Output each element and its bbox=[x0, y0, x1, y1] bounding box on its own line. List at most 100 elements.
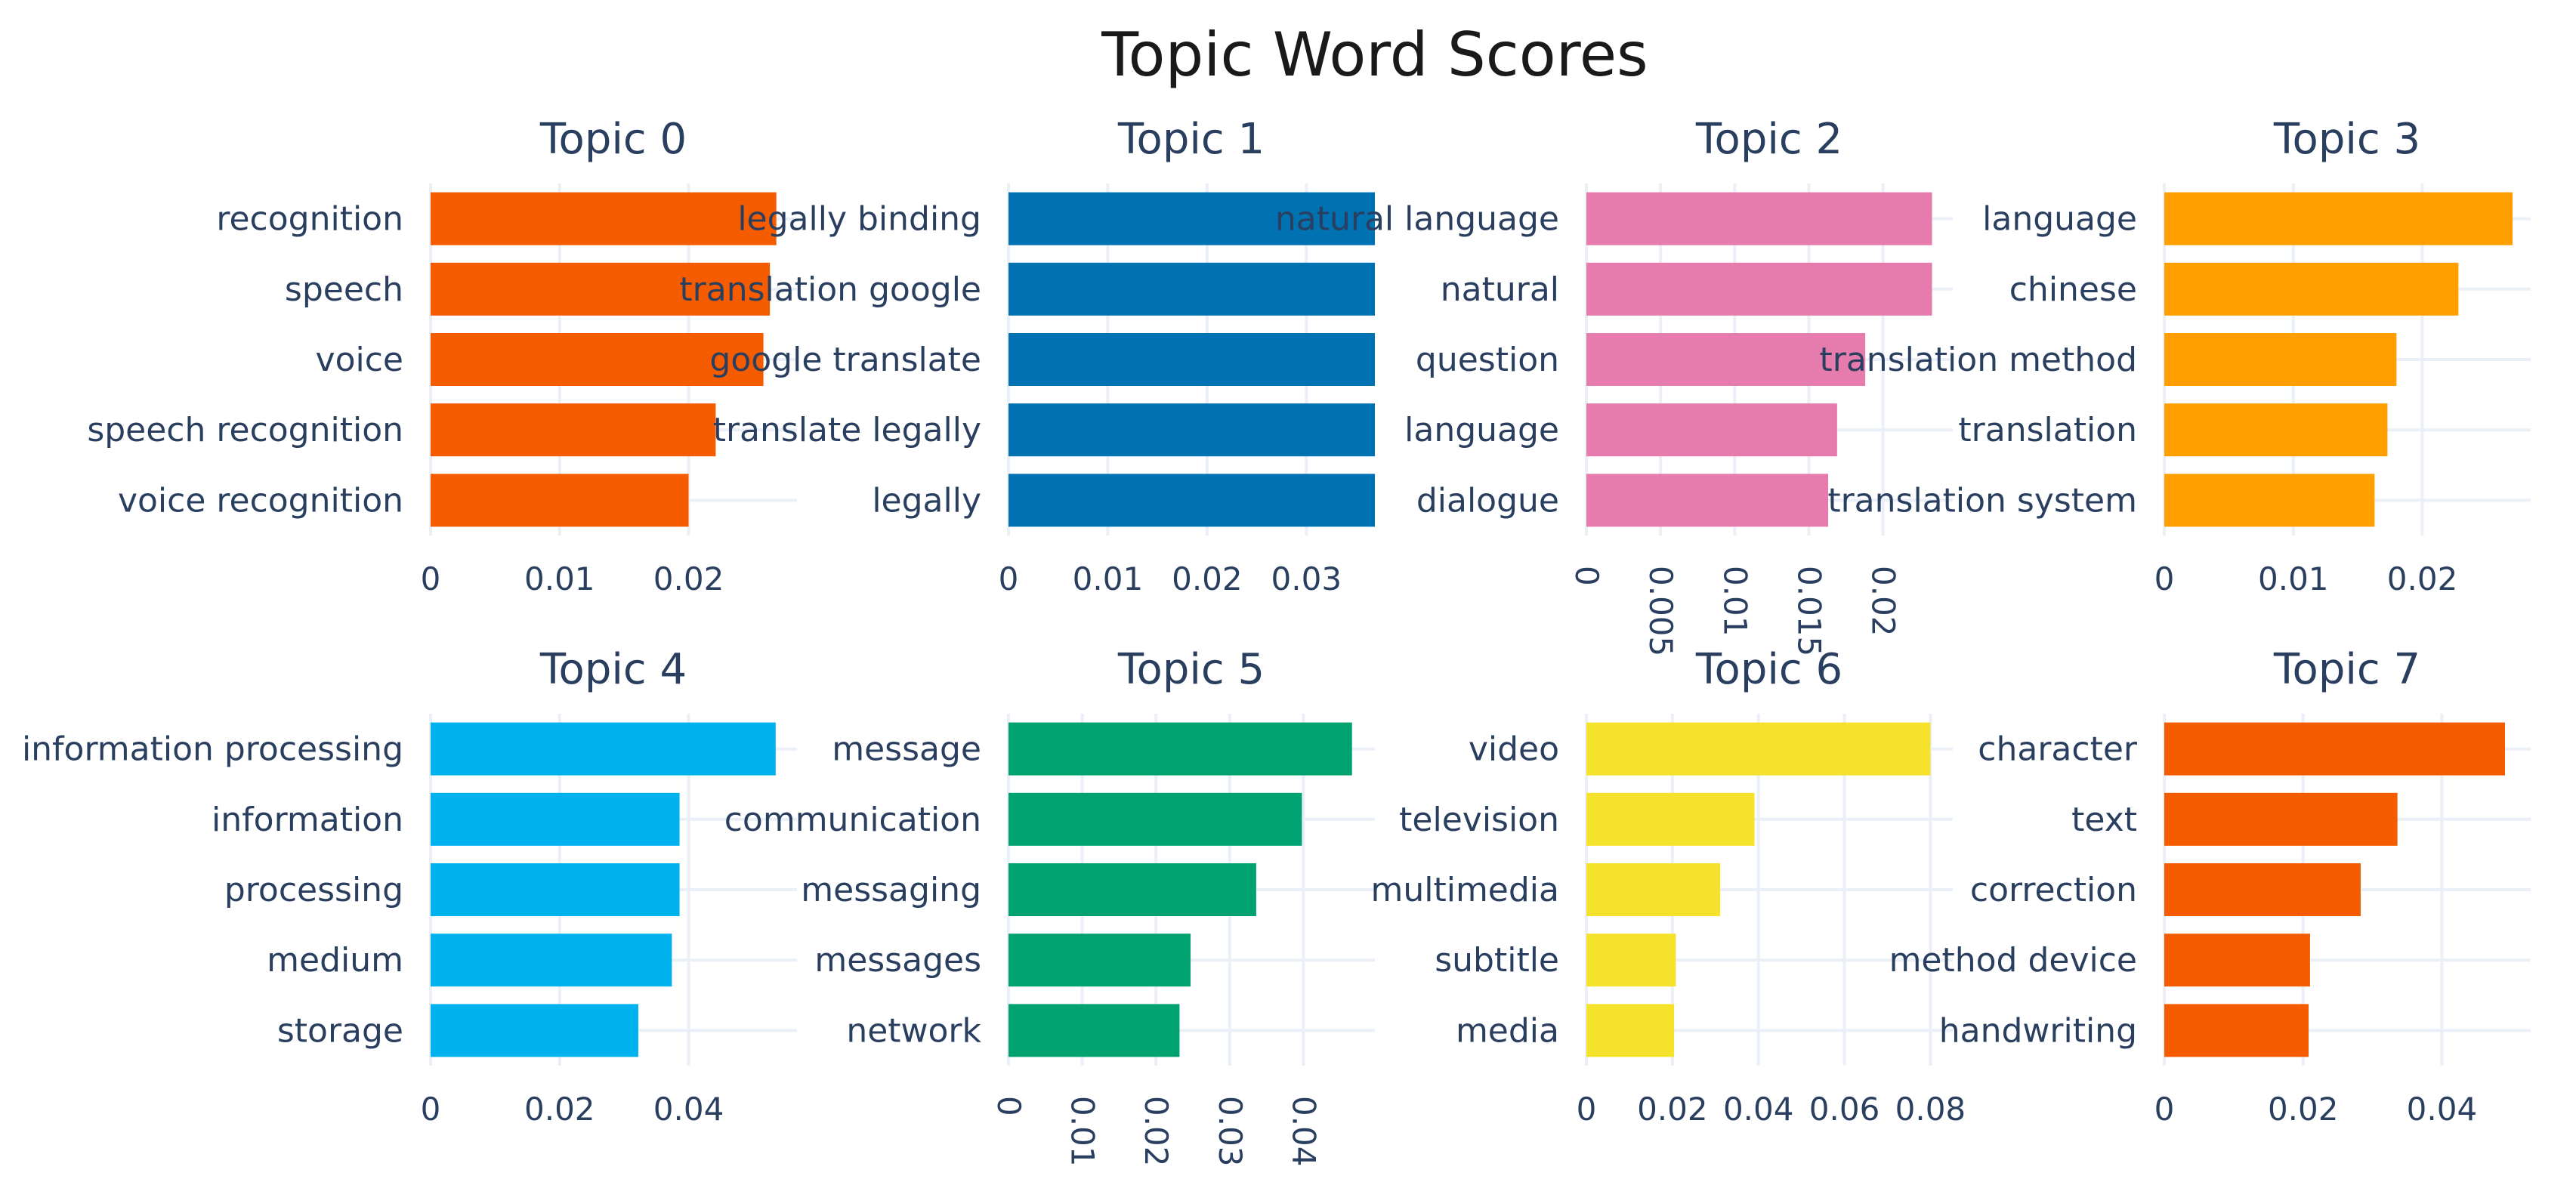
tick-label: 0 bbox=[990, 1096, 1027, 1116]
tick-label: 0.03 bbox=[1212, 1096, 1249, 1167]
bar-subtitle bbox=[1586, 934, 1676, 987]
bar-voice bbox=[431, 333, 764, 386]
bar-dialogue bbox=[1586, 474, 1829, 527]
tick-label: 0 bbox=[1577, 1091, 1597, 1128]
category-label: speech bbox=[285, 270, 403, 309]
category-label: recognition bbox=[216, 200, 403, 239]
bar-speech-recognition bbox=[431, 403, 716, 457]
bar-legally bbox=[1008, 474, 1375, 527]
tick-label: 0.01 bbox=[1716, 566, 1753, 637]
category-label: processing bbox=[224, 871, 403, 909]
subplot-topic-3: Topic 3 language chinese translation method… bbox=[1820, 115, 2531, 597]
category-label: network bbox=[846, 1011, 981, 1050]
bar-voice-recognition bbox=[431, 474, 689, 527]
bar-language bbox=[1586, 403, 1837, 457]
bar-information-processing bbox=[431, 722, 776, 776]
subplot-title: Topic 4 bbox=[539, 645, 687, 694]
bar-network bbox=[1008, 1004, 1180, 1057]
category-label: multimedia bbox=[1371, 871, 1560, 909]
tick-label: 0.03 bbox=[1271, 560, 1342, 597]
tick-label: 0.02 bbox=[1138, 1096, 1175, 1167]
subplot-topic-4: Topic 4 information processing information… bbox=[22, 645, 797, 1128]
subplot-topic-1: Topic 1 legally binding translation google… bbox=[679, 115, 1375, 597]
category-label: information processing bbox=[22, 730, 403, 769]
bar-medium bbox=[431, 934, 672, 987]
bar-message bbox=[1008, 722, 1352, 776]
bar-information bbox=[431, 792, 680, 846]
tick-label: 0.02 bbox=[2268, 1091, 2339, 1128]
bar-method-device bbox=[2164, 934, 2310, 987]
tick-label: 0.08 bbox=[1895, 1091, 1966, 1128]
category-label: language bbox=[1404, 411, 1559, 449]
category-label: information bbox=[212, 801, 403, 839]
category-label: character bbox=[1978, 730, 2138, 769]
subplot-topic-7: Topic 7 character text correction method dev… bbox=[1889, 645, 2531, 1128]
category-label: google translate bbox=[709, 341, 981, 379]
category-label: medium bbox=[267, 941, 403, 980]
bar-messaging bbox=[1008, 863, 1256, 916]
category-label: translation bbox=[1958, 411, 2137, 449]
subplot-title: Topic 6 bbox=[1695, 645, 1842, 694]
tick-label: 0.02 bbox=[1865, 566, 1902, 637]
subplot-topic-6: Topic 6 video television multimedia subtitle… bbox=[1371, 645, 1966, 1128]
tick-label: 0.01 bbox=[524, 560, 595, 597]
category-label: method device bbox=[1889, 941, 2137, 980]
bar-communication bbox=[1008, 792, 1302, 846]
subplot-topic-5: Topic 5 message communication messaging mess… bbox=[724, 645, 1375, 1167]
bar-translation bbox=[2164, 403, 2388, 457]
bar-correction bbox=[2164, 863, 2361, 916]
tick-label: 0.04 bbox=[2407, 1091, 2478, 1128]
bar-natural bbox=[1586, 262, 1932, 316]
bar-media bbox=[1586, 1004, 1675, 1057]
category-label: correction bbox=[1970, 871, 2137, 909]
bar-chinese bbox=[2164, 262, 2459, 316]
category-label: handwriting bbox=[1939, 1011, 2137, 1050]
tick-label: 0.02 bbox=[1637, 1091, 1708, 1128]
bar-multimedia bbox=[1586, 863, 1721, 916]
category-label: communication bbox=[724, 801, 981, 839]
subplot-title: Topic 3 bbox=[2273, 115, 2420, 164]
bar-translate-legally bbox=[1008, 403, 1375, 457]
subplot-topic-0: Topic 0 recognition speech voice speech reco… bbox=[87, 115, 797, 597]
category-label: translation google bbox=[679, 270, 981, 309]
category-label: voice recognition bbox=[118, 481, 403, 520]
bar-translation-google bbox=[1008, 262, 1375, 316]
subplot-topic-2: Topic 2 natural language natural question la… bbox=[1275, 115, 1953, 656]
category-label: messaging bbox=[801, 871, 981, 909]
category-label: television bbox=[1399, 801, 1559, 839]
category-label: message bbox=[832, 730, 981, 769]
tick-label: 0.01 bbox=[1064, 1096, 1101, 1167]
category-label: legally binding bbox=[737, 200, 981, 239]
category-label: legally bbox=[872, 481, 981, 520]
tick-label: 0.04 bbox=[1723, 1091, 1794, 1128]
bar-text bbox=[2164, 792, 2398, 846]
bar-messages bbox=[1008, 934, 1191, 987]
subplot-title: Topic 7 bbox=[2273, 645, 2420, 694]
bar-question bbox=[1586, 333, 1866, 386]
category-label: text bbox=[2071, 801, 2137, 839]
bar-google-translate bbox=[1008, 333, 1375, 386]
category-label: question bbox=[1416, 341, 1559, 379]
bar-translation-method bbox=[2164, 333, 2397, 386]
bar-video bbox=[1586, 722, 1931, 776]
category-label: storage bbox=[277, 1011, 403, 1050]
bar-translation-system bbox=[2164, 474, 2375, 527]
subplot-title: Topic 5 bbox=[1117, 645, 1265, 694]
chart-title: Topic Word Scores bbox=[1101, 20, 1648, 90]
bar-natural-language bbox=[1586, 192, 1932, 245]
tick-label: 0.02 bbox=[1172, 560, 1243, 597]
tick-label: 0.04 bbox=[1285, 1096, 1322, 1167]
category-label: translate legally bbox=[713, 411, 981, 449]
subplot-title: Topic 0 bbox=[539, 115, 687, 164]
category-label: natural bbox=[1441, 270, 1559, 309]
bar-language bbox=[2164, 192, 2513, 245]
bar-recognition bbox=[431, 192, 777, 245]
tick-label: 0.01 bbox=[1073, 560, 1144, 597]
category-label: language bbox=[1982, 200, 2137, 239]
tick-label: 0 bbox=[2154, 560, 2175, 597]
category-label: translation method bbox=[1820, 341, 2138, 379]
bar-storage bbox=[431, 1004, 638, 1057]
bar-legally-binding bbox=[1008, 192, 1375, 245]
tick-label: 0.02 bbox=[2387, 560, 2458, 597]
